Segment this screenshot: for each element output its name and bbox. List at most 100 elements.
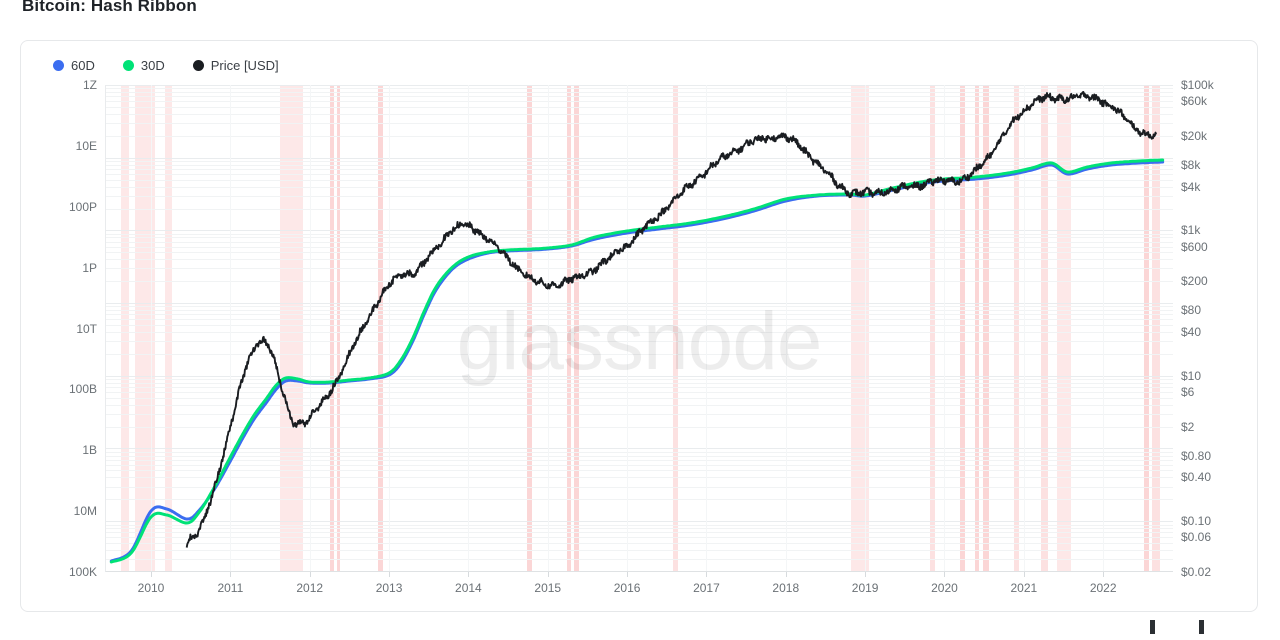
plot-area[interactable]: glassnode bbox=[105, 85, 1173, 572]
gridline-horizontal bbox=[105, 242, 1173, 243]
gridline-horizontal bbox=[105, 525, 1173, 526]
right-axis-tick: $0.40 bbox=[1181, 470, 1212, 485]
bottom-axis-tick: 2017 bbox=[693, 581, 720, 595]
left-axis-tick: 100K bbox=[68, 565, 97, 579]
gridline-vertical bbox=[944, 85, 945, 572]
gridline-horizontal bbox=[105, 85, 1173, 86]
gridline-horizontal bbox=[105, 341, 1173, 342]
right-axis-tick: $40 bbox=[1181, 325, 1202, 340]
gridline-horizontal bbox=[105, 101, 1173, 102]
gridline-horizontal bbox=[105, 158, 1173, 159]
bottom-axis-tickmark bbox=[230, 572, 232, 577]
gridline-vertical bbox=[627, 85, 628, 572]
legend-item-price[interactable]: Price [USD] bbox=[192, 58, 279, 73]
legend-dot-black-icon bbox=[192, 60, 204, 71]
series-line-60d bbox=[109, 160, 1165, 563]
gridline-horizontal bbox=[105, 470, 1173, 471]
gridline-horizontal bbox=[105, 559, 1173, 560]
gridline-horizontal bbox=[105, 448, 1173, 449]
capitulation-band bbox=[850, 85, 870, 572]
bottom-axis-tickmark bbox=[944, 572, 946, 577]
gridline-vertical bbox=[865, 85, 866, 572]
right-axis-tick: $60k bbox=[1181, 94, 1208, 109]
legend-item-30d[interactable]: 30D bbox=[122, 58, 165, 73]
bottom-axis-tickmark bbox=[309, 572, 311, 577]
gridline-horizontal bbox=[105, 165, 1173, 166]
gridline-horizontal bbox=[105, 521, 1173, 522]
gridline-horizontal bbox=[105, 532, 1173, 533]
gridline-horizontal bbox=[105, 398, 1173, 399]
gridline-vertical bbox=[706, 85, 707, 572]
right-axis-tick: $0.80 bbox=[1181, 448, 1212, 463]
chart-legend: 60D 30D Price [USD] bbox=[53, 58, 279, 73]
legend-label-60d: 60D bbox=[71, 58, 95, 73]
gridline-horizontal bbox=[105, 383, 1173, 384]
bottom-axis-tick: 2015 bbox=[534, 581, 562, 595]
bottom-axis-tickmark bbox=[865, 572, 867, 577]
gridline-horizontal bbox=[105, 303, 1173, 304]
gridline-horizontal bbox=[105, 392, 1173, 393]
legend-label-price: Price [USD] bbox=[210, 58, 279, 73]
footer-bar-left bbox=[1150, 620, 1155, 634]
bottom-axis-tickmark bbox=[547, 572, 549, 577]
right-axis-tick: $10 bbox=[1181, 368, 1202, 383]
gridline-horizontal bbox=[105, 114, 1173, 115]
bottom-axis-tick: 2010 bbox=[137, 581, 165, 595]
glassnode-watermark: glassnode bbox=[456, 296, 823, 387]
right-axis-tick: $0.10 bbox=[1181, 514, 1212, 529]
gridline-horizontal bbox=[105, 314, 1173, 315]
series-svg bbox=[109, 91, 1165, 564]
capitulation-band bbox=[330, 85, 334, 572]
left-axis-tick: 1B bbox=[82, 443, 97, 458]
series-line-price bbox=[185, 91, 1158, 548]
gridline-horizontal bbox=[105, 452, 1173, 453]
bottom-axis-tick: 2014 bbox=[455, 581, 482, 595]
legend-item-60d[interactable]: 60D bbox=[53, 58, 95, 73]
left-axis-tick: 1Z bbox=[82, 78, 97, 92]
gridline-horizontal bbox=[105, 252, 1173, 253]
gridline-horizontal bbox=[105, 405, 1173, 406]
gridline-horizontal bbox=[105, 247, 1173, 248]
right-axis-tick: $0.02 bbox=[1181, 565, 1212, 579]
capitulation-band bbox=[377, 85, 383, 572]
bottom-axis-tickmark bbox=[1103, 572, 1105, 577]
capitulation-band bbox=[336, 85, 340, 572]
gridline-horizontal bbox=[105, 465, 1173, 466]
gridline-horizontal bbox=[105, 550, 1173, 551]
gridline-horizontal bbox=[105, 169, 1173, 170]
gridline-horizontal bbox=[105, 332, 1173, 333]
bottom-axis-tick: 2020 bbox=[931, 581, 958, 595]
right-axis-tick: $4k bbox=[1181, 179, 1201, 194]
gridline-horizontal bbox=[105, 387, 1173, 388]
gridline-vertical bbox=[786, 85, 787, 572]
gridline-horizontal bbox=[105, 209, 1173, 210]
gridline-vertical bbox=[389, 85, 390, 572]
gridline-vertical bbox=[1103, 85, 1104, 572]
capitulation-band bbox=[165, 85, 173, 572]
gridline-horizontal bbox=[105, 237, 1173, 238]
capitulation-band bbox=[279, 85, 304, 572]
gridline-horizontal bbox=[105, 281, 1173, 282]
right-axis-tick: $200 bbox=[1181, 274, 1208, 289]
bottom-axis-tick: 2018 bbox=[772, 581, 800, 595]
gridline-horizontal bbox=[105, 259, 1173, 260]
page-title: Bitcoin: Hash Ribbon bbox=[22, 0, 197, 15]
gridline-vertical bbox=[548, 85, 549, 572]
gridline-horizontal bbox=[105, 487, 1173, 488]
capitulation-band bbox=[1152, 85, 1161, 572]
gridline-horizontal bbox=[105, 174, 1173, 175]
gridline-horizontal bbox=[105, 92, 1173, 93]
gridline-horizontal bbox=[105, 187, 1173, 188]
capitulation-band bbox=[930, 85, 935, 572]
capitulation-band bbox=[120, 85, 129, 572]
left-axis-tick: 10T bbox=[76, 321, 97, 336]
gridline-horizontal bbox=[105, 543, 1173, 544]
gridline-horizontal bbox=[105, 96, 1173, 97]
right-axis-tick: $100k bbox=[1181, 78, 1214, 92]
right-axis-tick: $20k bbox=[1181, 128, 1208, 143]
gridline-horizontal bbox=[105, 319, 1173, 320]
legend-label-30d: 30D bbox=[140, 58, 165, 73]
bottom-axis-tickmark bbox=[468, 572, 470, 577]
capitulation-band bbox=[982, 85, 989, 572]
bottom-axis-tick: 2011 bbox=[217, 581, 244, 595]
